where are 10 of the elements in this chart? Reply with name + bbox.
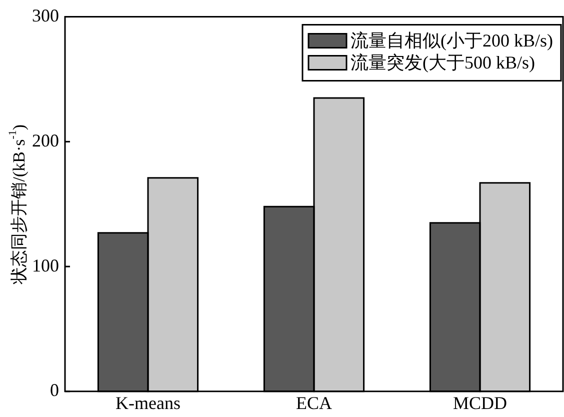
- y-tick-label: 100: [32, 255, 59, 276]
- y-tick-label: 300: [32, 6, 59, 26]
- y-axis-title: 状态同步开销/(kB·s-1): [7, 124, 28, 285]
- y-tick-label: 200: [32, 130, 59, 150]
- legend-label: 流量突发(大于500 kB/s): [350, 52, 536, 73]
- x-tick-label: K-means: [116, 392, 180, 413]
- x-tick-label: ECA: [296, 392, 332, 413]
- x-tick-label: MCDD: [452, 392, 508, 413]
- y-tick-label: 0: [50, 380, 59, 400]
- legend-label: 流量自相似(小于200 kB/s): [350, 30, 554, 51]
